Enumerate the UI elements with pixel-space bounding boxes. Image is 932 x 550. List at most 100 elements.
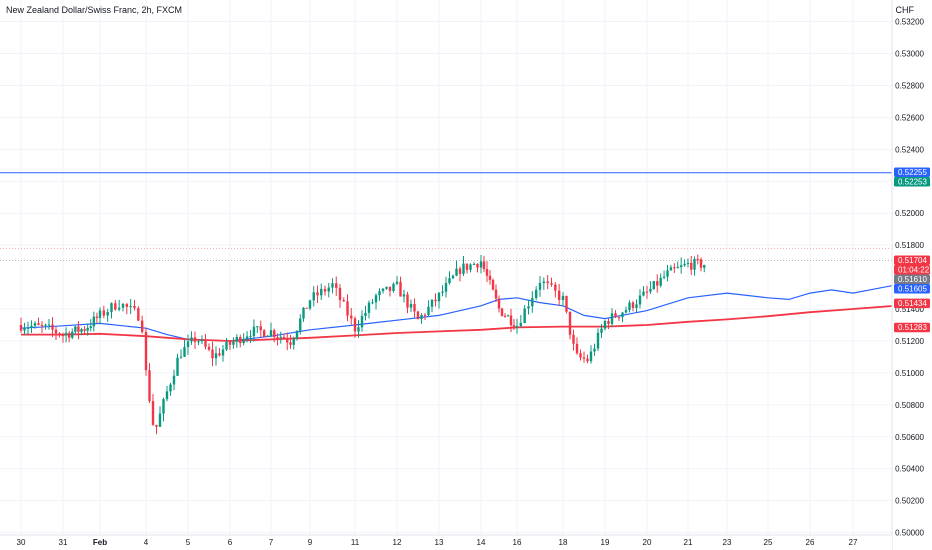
price-tick-label: 0.53000 bbox=[895, 50, 924, 59]
time-tick-label: 25 bbox=[764, 538, 773, 547]
candle-body bbox=[631, 302, 635, 308]
candle-body bbox=[472, 263, 476, 265]
candle-body bbox=[218, 353, 221, 356]
candle-body bbox=[308, 300, 312, 309]
candle-body bbox=[133, 306, 136, 309]
candle-body bbox=[83, 329, 86, 331]
candle-body bbox=[413, 303, 416, 312]
price-badge bbox=[894, 283, 930, 294]
candle-body bbox=[269, 330, 273, 336]
candle-body bbox=[381, 288, 385, 292]
candle-body bbox=[125, 304, 129, 307]
candle-body bbox=[399, 281, 402, 297]
candle-body bbox=[482, 261, 486, 269]
price-badge-label: 0.51610 bbox=[898, 275, 927, 284]
time-tick-label: 11 bbox=[351, 538, 360, 547]
candle-body bbox=[61, 335, 65, 337]
candle-body bbox=[451, 275, 455, 279]
candle-body bbox=[47, 324, 51, 326]
candle-body bbox=[519, 322, 523, 327]
candle-body bbox=[683, 263, 686, 266]
candle-body bbox=[673, 267, 676, 269]
price-badge bbox=[894, 176, 930, 187]
price-badge bbox=[894, 322, 930, 333]
candle-body bbox=[286, 338, 289, 343]
price-badge-label: 0.52253 bbox=[898, 177, 927, 186]
price-tick-label: 0.52400 bbox=[895, 145, 924, 154]
candle-body bbox=[441, 291, 444, 293]
price-labels: 0.522550.522530.5170401:04:220.516100.51… bbox=[894, 167, 930, 333]
candle-body bbox=[572, 334, 575, 344]
candle-body bbox=[515, 326, 519, 328]
candle-body bbox=[617, 317, 621, 319]
candle-body bbox=[494, 289, 498, 299]
time-tick-label: 12 bbox=[393, 538, 402, 547]
candle-body bbox=[621, 312, 624, 318]
candle-body bbox=[527, 306, 530, 309]
candle-body bbox=[312, 292, 315, 301]
time-axis-ticks: 30 31 Feb 4 5 6 7 9 11 12 13 14 16 18 19 20 21 23 25 26 27 bbox=[17, 538, 858, 547]
candle-body bbox=[656, 281, 659, 286]
candle-body bbox=[169, 384, 172, 392]
price-badge-label: 0.52255 bbox=[898, 168, 927, 177]
candle-body bbox=[89, 326, 92, 328]
candle-body bbox=[491, 279, 495, 290]
candle-body bbox=[121, 304, 125, 308]
candle-body bbox=[586, 358, 589, 362]
candle-body bbox=[607, 321, 610, 324]
time-tick-label: 31 bbox=[59, 538, 68, 547]
price-badge-label: 0.51605 bbox=[898, 284, 927, 293]
candle-body bbox=[624, 310, 628, 313]
price-badge-label: 01:04:22 bbox=[898, 265, 930, 274]
chart-title: New Zealand Dollar/Swiss Franc, 2h, FXCM bbox=[6, 5, 183, 15]
candle-body bbox=[252, 326, 256, 337]
candle-body bbox=[600, 328, 603, 333]
candle-body bbox=[129, 306, 132, 308]
candle-body bbox=[273, 330, 276, 338]
candle-body bbox=[531, 297, 534, 307]
candle-body bbox=[221, 349, 225, 356]
price-tick-label: 0.50000 bbox=[895, 529, 924, 538]
candle-body bbox=[144, 331, 148, 371]
candle-body bbox=[500, 308, 504, 316]
candle-body bbox=[614, 313, 617, 318]
candle-body bbox=[360, 316, 364, 328]
grid bbox=[0, 0, 892, 535]
candle-body bbox=[610, 313, 614, 324]
candle-body bbox=[19, 324, 23, 331]
candle-body bbox=[58, 333, 61, 336]
candle-body bbox=[295, 330, 299, 339]
candle-body bbox=[235, 337, 239, 342]
candle-body bbox=[242, 338, 245, 344]
candle-body bbox=[204, 339, 207, 347]
candle-body bbox=[67, 333, 71, 338]
time-tick-label: 26 bbox=[806, 538, 815, 547]
price-badge bbox=[894, 298, 930, 309]
candle-body bbox=[86, 327, 89, 331]
candle-body bbox=[416, 311, 420, 320]
candle-body bbox=[279, 337, 282, 339]
price-tick-label: 0.50800 bbox=[895, 401, 924, 410]
candle-body bbox=[565, 295, 568, 312]
candle-body bbox=[137, 308, 140, 321]
candle-body bbox=[245, 336, 249, 339]
candle-body bbox=[80, 329, 83, 332]
currency-label: CHF bbox=[895, 5, 915, 15]
candle-body bbox=[395, 281, 399, 284]
candle-body bbox=[589, 351, 593, 362]
time-axis[interactable] bbox=[0, 535, 892, 550]
candle-body bbox=[26, 327, 30, 329]
candle-body bbox=[679, 265, 683, 267]
candle-body bbox=[385, 286, 388, 289]
time-tick-label: Feb bbox=[93, 538, 107, 547]
candle-body bbox=[503, 315, 507, 317]
price-tick-label: 0.51800 bbox=[895, 241, 924, 250]
candle-body bbox=[44, 324, 47, 326]
candle-body bbox=[148, 370, 151, 402]
candle-body bbox=[197, 341, 200, 343]
candle-body bbox=[430, 299, 434, 307]
candle-body bbox=[323, 288, 327, 292]
time-tick-label: 23 bbox=[723, 538, 732, 547]
candle-body bbox=[469, 264, 472, 270]
